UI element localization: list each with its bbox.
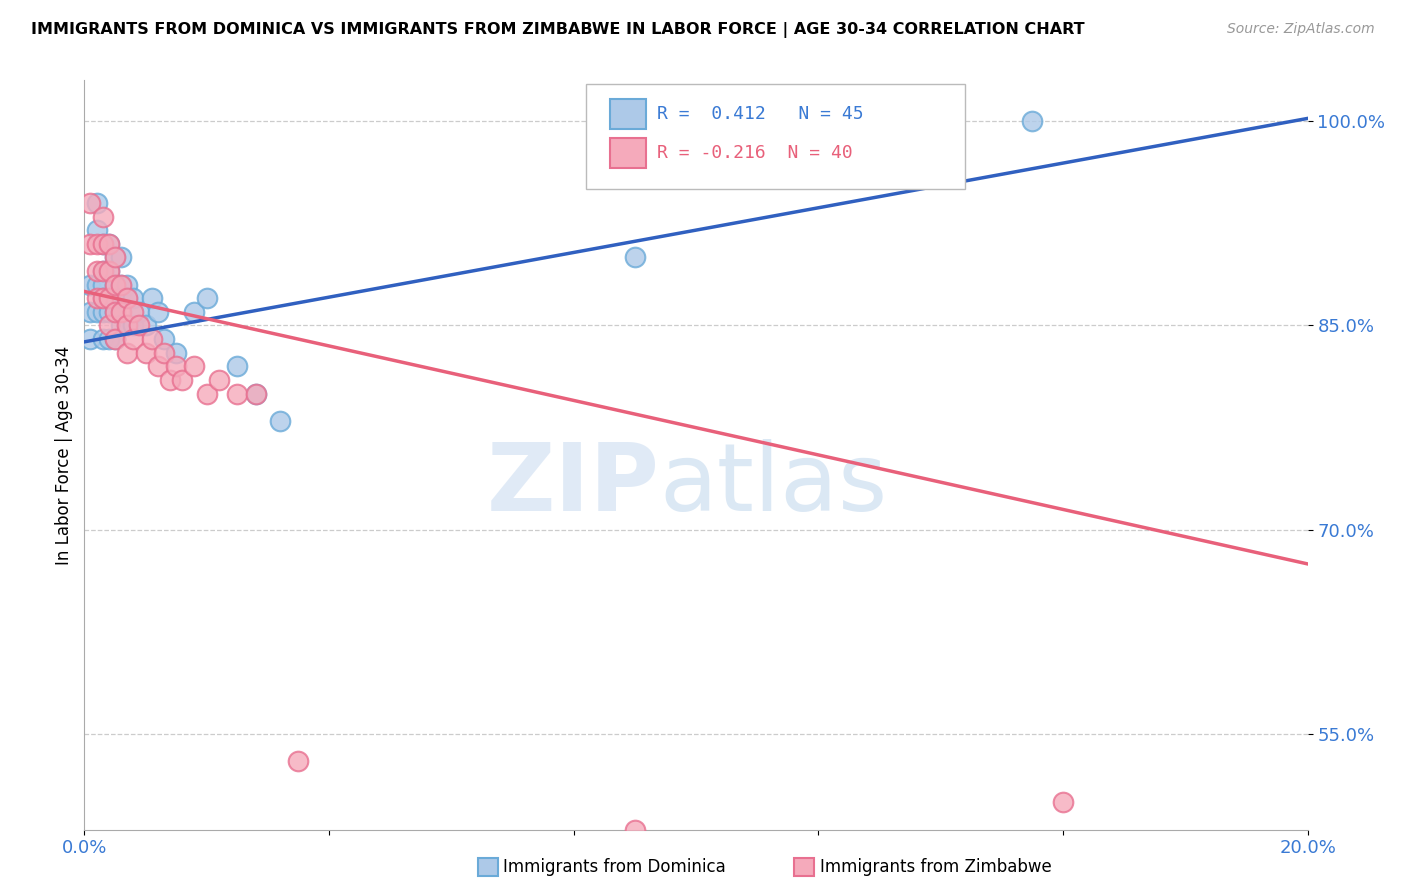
Point bbox=[97, 264, 120, 278]
Point bbox=[79, 332, 101, 346]
Point bbox=[97, 264, 120, 278]
Point bbox=[183, 305, 205, 319]
Point bbox=[172, 373, 194, 387]
Point bbox=[86, 195, 108, 210]
Point bbox=[135, 345, 157, 359]
Point bbox=[128, 305, 150, 319]
Point bbox=[115, 277, 138, 292]
Point bbox=[165, 359, 187, 374]
Point bbox=[115, 318, 138, 333]
Point bbox=[159, 373, 181, 387]
Point bbox=[97, 332, 120, 346]
Point bbox=[624, 251, 647, 265]
Point bbox=[91, 305, 114, 319]
FancyBboxPatch shape bbox=[586, 84, 965, 189]
Point bbox=[1021, 114, 1043, 128]
FancyBboxPatch shape bbox=[610, 138, 645, 168]
Point bbox=[104, 305, 127, 319]
Point bbox=[91, 236, 114, 251]
Point bbox=[269, 414, 291, 428]
Point bbox=[110, 291, 132, 305]
Point bbox=[104, 332, 127, 346]
Point bbox=[86, 277, 108, 292]
Point bbox=[104, 332, 127, 346]
Point bbox=[115, 318, 138, 333]
Text: Immigrants from Zimbabwe: Immigrants from Zimbabwe bbox=[820, 858, 1052, 876]
Point bbox=[122, 291, 145, 305]
Point bbox=[146, 305, 169, 319]
Point bbox=[141, 332, 163, 346]
Text: Source: ZipAtlas.com: Source: ZipAtlas.com bbox=[1227, 22, 1375, 37]
Point bbox=[97, 291, 120, 305]
Point bbox=[91, 332, 114, 346]
Point bbox=[104, 291, 127, 305]
Text: atlas: atlas bbox=[659, 439, 887, 531]
Point bbox=[624, 822, 647, 837]
Point bbox=[115, 345, 138, 359]
Point bbox=[122, 305, 145, 319]
Point bbox=[183, 359, 205, 374]
Point bbox=[86, 291, 108, 305]
Point bbox=[245, 386, 267, 401]
Point bbox=[195, 291, 218, 305]
Point bbox=[110, 305, 132, 319]
Point bbox=[91, 264, 114, 278]
Text: R =  0.412   N = 45: R = 0.412 N = 45 bbox=[657, 105, 863, 123]
Point bbox=[165, 345, 187, 359]
Text: Immigrants from Dominica: Immigrants from Dominica bbox=[503, 858, 725, 876]
Point bbox=[104, 277, 127, 292]
Point bbox=[1052, 795, 1074, 809]
Point bbox=[91, 264, 114, 278]
Point bbox=[110, 277, 132, 292]
Point bbox=[86, 236, 108, 251]
Point bbox=[91, 277, 114, 292]
Point bbox=[91, 291, 114, 305]
Point bbox=[226, 386, 249, 401]
Point bbox=[122, 318, 145, 333]
Point bbox=[104, 251, 127, 265]
Point bbox=[91, 291, 114, 305]
Point bbox=[97, 291, 120, 305]
FancyBboxPatch shape bbox=[610, 99, 645, 129]
Point bbox=[79, 305, 101, 319]
Y-axis label: In Labor Force | Age 30-34: In Labor Force | Age 30-34 bbox=[55, 345, 73, 565]
Point bbox=[287, 755, 309, 769]
Point bbox=[104, 251, 127, 265]
Text: IMMIGRANTS FROM DOMINICA VS IMMIGRANTS FROM ZIMBABWE IN LABOR FORCE | AGE 30-34 : IMMIGRANTS FROM DOMINICA VS IMMIGRANTS F… bbox=[31, 22, 1084, 38]
Point bbox=[195, 386, 218, 401]
Point bbox=[79, 277, 101, 292]
Point bbox=[141, 291, 163, 305]
Point bbox=[79, 236, 101, 251]
Point bbox=[86, 305, 108, 319]
Point bbox=[128, 318, 150, 333]
Point bbox=[153, 345, 176, 359]
Point bbox=[135, 318, 157, 333]
Point bbox=[226, 359, 249, 374]
Point bbox=[115, 291, 138, 305]
Point bbox=[104, 277, 127, 292]
Point bbox=[97, 236, 120, 251]
Text: ZIP: ZIP bbox=[486, 439, 659, 531]
Point bbox=[115, 291, 138, 305]
Point bbox=[122, 332, 145, 346]
Point bbox=[79, 195, 101, 210]
Point bbox=[86, 264, 108, 278]
Point bbox=[97, 318, 120, 333]
Point bbox=[91, 210, 114, 224]
Point bbox=[153, 332, 176, 346]
Point bbox=[110, 318, 132, 333]
Point bbox=[208, 373, 231, 387]
Point bbox=[86, 223, 108, 237]
Point bbox=[146, 359, 169, 374]
Point bbox=[104, 305, 127, 319]
Point bbox=[97, 305, 120, 319]
Text: R = -0.216  N = 40: R = -0.216 N = 40 bbox=[657, 144, 852, 162]
Point bbox=[110, 251, 132, 265]
Point bbox=[245, 386, 267, 401]
Point bbox=[97, 236, 120, 251]
Point bbox=[110, 277, 132, 292]
Point bbox=[91, 236, 114, 251]
